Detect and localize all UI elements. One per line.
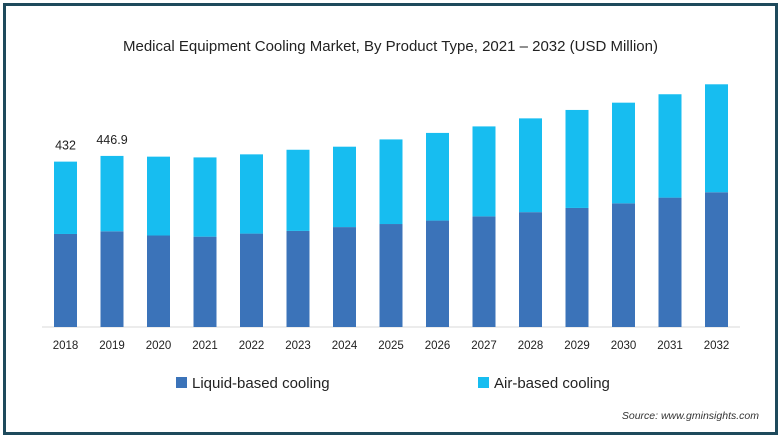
bar-liquid-2026 <box>426 220 449 327</box>
bar-air-2026 <box>426 132 449 221</box>
x-tick-label: 2021 <box>192 340 218 352</box>
bar-liquid-2025 <box>379 224 403 327</box>
bar-liquid-2020 <box>147 235 170 327</box>
source-note: Source: www.gminsights.com <box>621 410 759 422</box>
x-tick-label: 2023 <box>285 340 311 352</box>
x-tick-label: 2030 <box>611 340 637 352</box>
x-tick-label: 2022 <box>239 340 265 352</box>
x-tick-label: 2026 <box>425 340 451 352</box>
bar-air-2027 <box>472 126 496 217</box>
bar-liquid-2022 <box>240 233 263 327</box>
bar-air-2032 <box>705 84 728 193</box>
data-label-2018: 432 <box>55 139 76 153</box>
bar-air-2021 <box>193 157 217 237</box>
legend-swatch-liquid <box>176 377 187 388</box>
legend-label-liquid: Liquid-based cooling <box>192 375 330 392</box>
bar-air-2029 <box>565 109 589 208</box>
x-tick-label: 2019 <box>99 340 125 352</box>
x-tick-label: 2028 <box>518 340 544 352</box>
bar-liquid-2030 <box>612 203 635 327</box>
bar-liquid-2018 <box>54 233 77 327</box>
legend-swatch-air <box>478 377 489 388</box>
bar-liquid-2023 <box>286 230 310 327</box>
chart-title: Medical Equipment Cooling Market, By Pro… <box>123 38 658 55</box>
bar-air-2023 <box>286 149 310 231</box>
data-label-2019: 446.9 <box>96 133 127 147</box>
x-tick-label: 2020 <box>146 340 172 352</box>
bar-air-2020 <box>147 156 170 236</box>
bar-air-2025 <box>379 139 403 225</box>
bar-liquid-2028 <box>519 212 542 327</box>
x-tick-label: 2024 <box>332 340 358 352</box>
bar-liquid-2027 <box>472 216 496 327</box>
bar-air-2030 <box>612 102 635 204</box>
bar-liquid-2031 <box>658 197 682 327</box>
bar-air-2022 <box>240 154 263 234</box>
x-tick-label: 2027 <box>471 340 497 352</box>
bar-liquid-2024 <box>333 227 356 327</box>
x-tick-label: 2018 <box>53 340 79 352</box>
legend-label-air: Air-based cooling <box>494 375 610 392</box>
bar-liquid-2032 <box>705 192 728 327</box>
x-tick-label: 2032 <box>704 340 730 352</box>
bar-air-2019 <box>100 155 124 232</box>
x-tick-label: 2029 <box>564 340 590 352</box>
bar-air-2024 <box>333 146 356 228</box>
bar-liquid-2019 <box>100 231 124 327</box>
x-tick-label: 2031 <box>657 340 683 352</box>
bar-air-2018 <box>54 161 77 234</box>
bar-liquid-2029 <box>565 207 589 327</box>
bar-air-2031 <box>658 94 682 198</box>
bar-air-2028 <box>519 118 542 213</box>
x-tick-label: 2025 <box>378 340 404 352</box>
bar-liquid-2021 <box>193 236 217 327</box>
